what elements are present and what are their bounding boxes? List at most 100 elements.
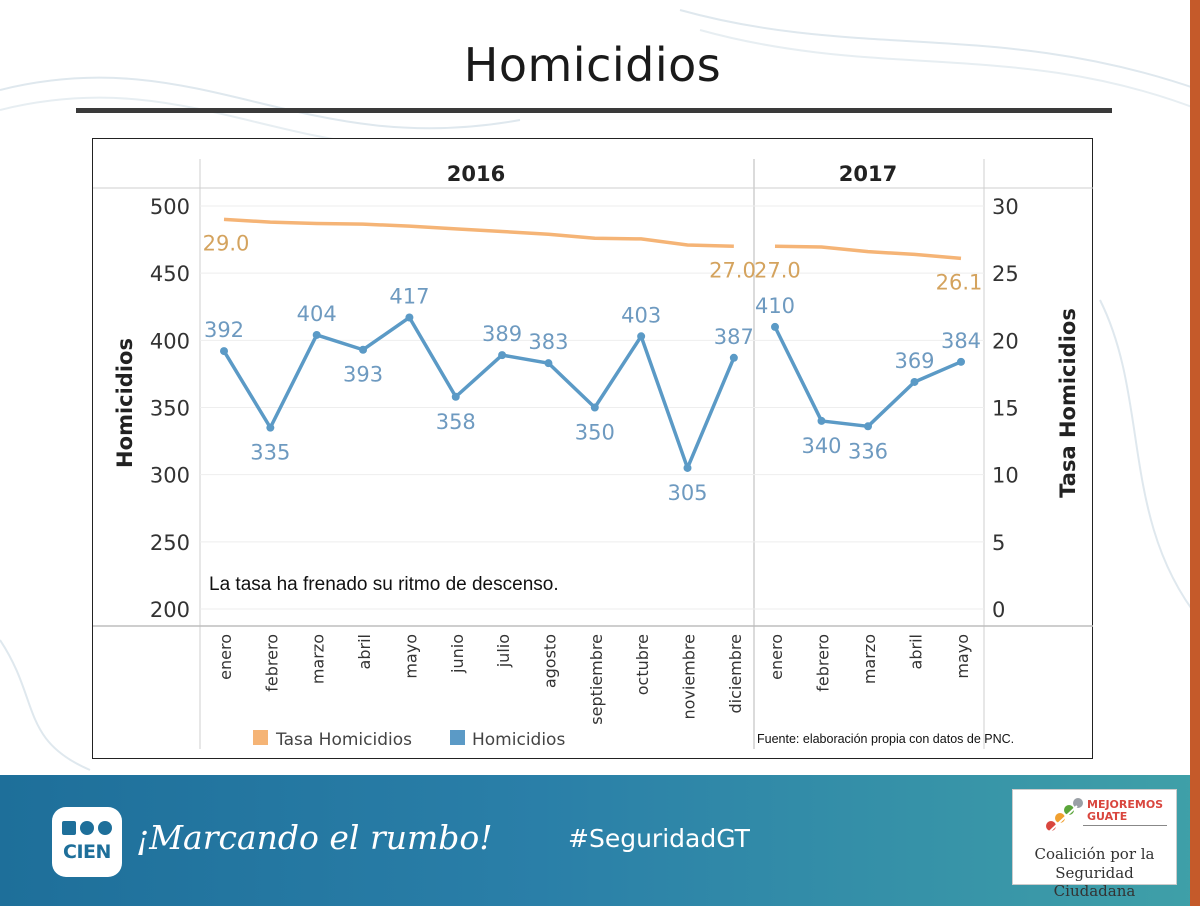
homicidios-point [729, 353, 738, 362]
homicidios-data-label: 392 [204, 318, 244, 342]
homicidios-point [359, 345, 368, 354]
homicidios-data-label: 404 [297, 302, 337, 326]
x-tick-label: abril [907, 634, 926, 669]
homicidios-data-label: 384 [941, 329, 981, 353]
homicidios-chart: 200 250 300 350 400 450 500 0 5 10 15 20 25 30 enero… [93, 159, 1093, 750]
partner-brand-rule [1083, 825, 1167, 826]
partner-brand-line2: GUATE [1087, 810, 1128, 823]
homicidios-point [544, 359, 553, 368]
homicidios-line-2017 [773, 326, 962, 429]
legend-label-homicidios: Homicidios [472, 730, 565, 750]
x-tick-label: septiembre [587, 634, 606, 725]
x-tick-label: marzo [309, 634, 328, 684]
homicidios-point [590, 403, 599, 412]
tasa-data-label: 26.1 [936, 270, 983, 294]
chart-note: La tasa ha frenado su ritmo de descenso. [209, 574, 559, 595]
chart-container: 200 250 300 350 400 450 500 0 5 10 15 20 25 30 enero… [92, 138, 1093, 759]
cien-logo-mark-icon [62, 821, 112, 835]
partner-name-line2: Seguridad Ciudadana [1053, 864, 1136, 900]
slide-title: Homicidios [463, 38, 722, 92]
y-tick-left: 300 [150, 464, 190, 488]
x-tick-label: marzo [860, 634, 879, 684]
y-tick-left: 200 [150, 598, 190, 622]
homicidios-point [637, 332, 646, 341]
x-tick-label: enero [767, 634, 786, 680]
tasa-line-2016 [223, 217, 734, 249]
x-tick-label: agosto [540, 634, 559, 688]
footer-hashtag: #SeguridadGT [568, 824, 750, 853]
homicidios-point [864, 422, 872, 431]
homicidios-point [957, 357, 965, 366]
homicidios-data-label: 403 [621, 303, 661, 327]
tasa-data-label: 27.0 [709, 258, 756, 282]
homicidios-data-label: 410 [755, 294, 795, 318]
legend-swatch-tasa [253, 730, 268, 745]
y-axis-label-right: Tasa Homicidios [1056, 308, 1080, 498]
homicidios-data-label: 417 [389, 284, 429, 308]
y-tick-left: 450 [150, 262, 190, 286]
cien-logo-text: CIEN [63, 841, 111, 863]
x-tick-label: diciembre [726, 634, 745, 714]
homicidios-point [266, 423, 275, 432]
panel-title-2017: 2017 [839, 162, 897, 186]
y-tick-left: 400 [150, 329, 190, 353]
y-tick-right: 25 [992, 262, 1019, 286]
homicidios-data-label: 389 [482, 322, 522, 346]
homicidios-point [451, 392, 460, 401]
y-tick-right: 10 [992, 464, 1019, 488]
footer-band [0, 775, 1200, 906]
partner-brand: MEJOREMOS GUATE [1087, 799, 1163, 823]
tasa-data-label: 27.0 [754, 258, 801, 282]
homicidios-data-label: 387 [714, 325, 754, 349]
homicidios-point [910, 377, 919, 386]
homicidios-point [220, 347, 228, 356]
homicidios-data-label: 350 [575, 421, 615, 445]
y-tick-left: 500 [150, 195, 190, 219]
y-tick-right: 5 [992, 531, 1005, 555]
x-tick-label: octubre [633, 634, 652, 695]
y-tick-right: 0 [992, 598, 1005, 622]
homicidios-data-label: 393 [343, 363, 383, 387]
x-tick-label: enero [216, 634, 235, 680]
homicidios-data-label: 305 [667, 481, 707, 505]
tasa-data-label: 29.0 [203, 231, 250, 255]
homicidios-point [817, 416, 826, 425]
source-note: Fuente: elaboración propia con datos de … [757, 732, 1014, 746]
homicidios-data-label: 358 [436, 410, 476, 434]
legend-label-tasa: Tasa Homicidios [275, 730, 412, 750]
partner-logo: MEJOREMOS GUATE Coalición por la Segurida… [1012, 789, 1177, 900]
partner-name-line1: Coalición por la [1034, 845, 1155, 863]
homicidios-data-label: 335 [250, 441, 290, 465]
hands-logo-icon [1046, 798, 1083, 835]
x-tick-label: abril [355, 634, 374, 669]
homicidios-data-label: 340 [801, 434, 841, 458]
homicidios-data-label: 383 [528, 330, 568, 354]
homicidios-point [498, 351, 507, 360]
x-tick-label: mayo [401, 634, 420, 679]
footer-slogan: ¡Marcando el rumbo! [136, 818, 493, 857]
panel-title-2016: 2016 [447, 162, 505, 186]
homicidios-point [312, 330, 321, 339]
cien-logo: CIEN [52, 807, 122, 877]
y-axis-label-left: Homicidios [113, 338, 137, 468]
homicidios-data-label: 369 [894, 349, 934, 373]
x-tick-label: julio [494, 634, 513, 668]
slide-edge-accent [1190, 0, 1200, 906]
y-tick-left: 350 [150, 397, 190, 421]
homicidios-point [771, 322, 779, 331]
homicidios-point [683, 463, 692, 472]
homicidios-line-2016 [222, 315, 736, 470]
x-tick-label: febrero [814, 634, 833, 692]
legend-swatch-homicidios [450, 730, 465, 745]
x-tick-label: mayo [953, 634, 972, 679]
x-tick-label: junio [448, 634, 467, 674]
y-tick-right: 15 [992, 397, 1019, 421]
x-tick-label: febrero [262, 634, 281, 692]
background-swirl-decoration [0, 9, 1200, 771]
tasa-line-2017 [774, 244, 962, 261]
title-divider [76, 108, 1112, 113]
y-tick-left: 250 [150, 531, 190, 555]
y-tick-right: 20 [992, 329, 1019, 353]
y-tick-right: 30 [992, 195, 1019, 219]
homicidios-point [405, 313, 414, 322]
